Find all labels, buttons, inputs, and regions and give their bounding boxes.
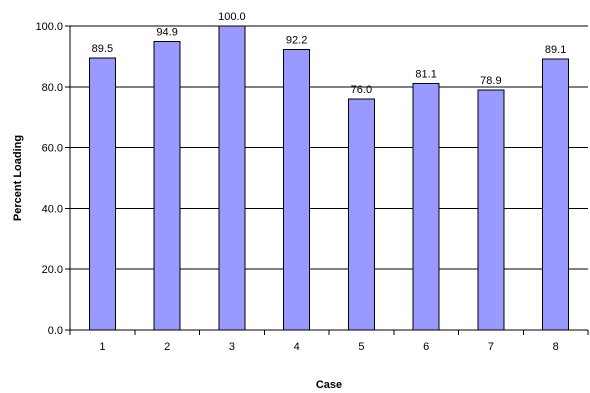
y-tick-label: 40.0: [42, 203, 63, 215]
bar-case-1: [88, 57, 116, 331]
y-tick-label: 60.0: [42, 143, 63, 155]
axes: [69, 26, 588, 331]
bar-case-7: [477, 89, 505, 331]
x-tick-label: 5: [358, 341, 364, 353]
y-tick-label: 20.0: [42, 264, 63, 276]
x-tick-label: 2: [164, 341, 170, 353]
x-tick-label: 4: [294, 341, 300, 353]
x-tick-label: 1: [99, 341, 105, 353]
x-tick-label: 8: [553, 341, 559, 353]
gridlines: [70, 25, 588, 270]
y-tick-label: 80.0: [42, 82, 63, 94]
data-label: 76.0: [351, 84, 372, 96]
x-tick-labels: 1 2 3 4 5 6 7 8: [69, 330, 589, 353]
bars: [88, 25, 570, 331]
data-labels: 89.5 94.9 100.0 92.2 76.0 81.1 78.9 89.1: [92, 11, 567, 96]
bar-case-2: [153, 41, 181, 331]
bar-case-8: [542, 58, 570, 331]
data-label: 78.9: [480, 75, 501, 87]
bar-case-6: [412, 82, 440, 331]
data-label: 94.9: [156, 27, 177, 39]
bar-case-4: [283, 49, 311, 331]
data-label: 89.1: [545, 44, 566, 56]
data-label: 100.0: [218, 11, 246, 23]
bar-case-3: [218, 25, 246, 331]
data-label: 92.2: [286, 35, 307, 47]
y-axis-title: Percent Loading: [12, 135, 24, 221]
x-axis-title: Case: [316, 379, 342, 391]
x-tick-label: 7: [488, 341, 494, 353]
y-tick-label: 0.0: [48, 325, 63, 337]
data-label: 89.5: [92, 43, 113, 55]
x-tick-label: 3: [229, 341, 235, 353]
bar-case-5: [347, 98, 375, 331]
y-tick-labels: 0.0 20.0 40.0 60.0 80.0 100.0: [35, 21, 70, 337]
data-label: 81.1: [415, 68, 436, 80]
x-tick-label: 6: [423, 341, 429, 353]
y-tick-label: 100.0: [35, 21, 63, 33]
